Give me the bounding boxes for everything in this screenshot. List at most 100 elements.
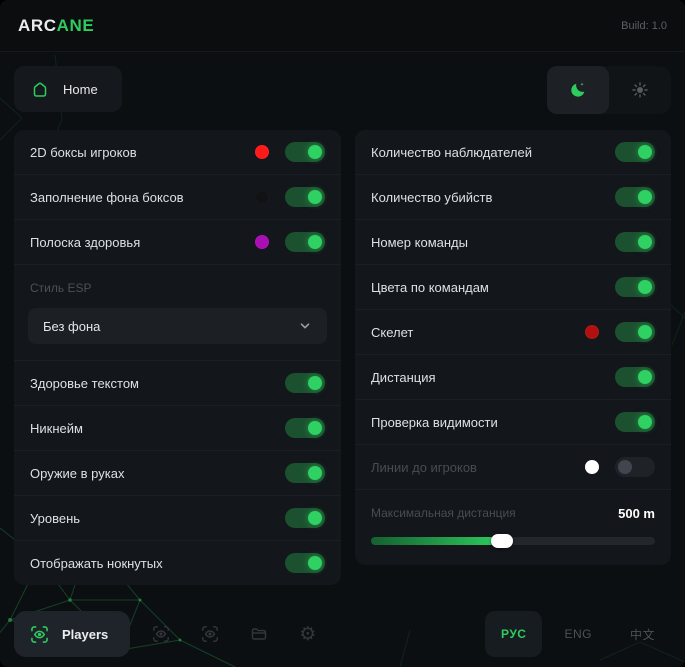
esp-settings-panel-right: Количество наблюдателей Количество убийст…	[355, 130, 671, 565]
light-mode-button[interactable]	[609, 66, 671, 114]
toggle-knob	[638, 190, 652, 204]
setting-row: Отображать нокнутых	[14, 540, 341, 585]
row-controls	[285, 553, 325, 573]
toggle[interactable]	[285, 232, 325, 252]
app-logo-prefix: ARC	[18, 15, 57, 35]
folder-icon	[249, 624, 269, 644]
setting-row: Здоровье текстом	[14, 360, 341, 405]
build-version: Build: 1.0	[621, 19, 667, 32]
setting-row: Полоска здоровья	[14, 219, 341, 264]
lang-button-eng[interactable]: ENG	[548, 611, 608, 657]
theme-switch	[547, 66, 671, 114]
toggle[interactable]	[615, 277, 655, 297]
setting-label: Здоровье текстом	[30, 375, 139, 391]
sun-icon	[631, 81, 649, 99]
setting-label: Стиль ESP	[30, 281, 92, 295]
players-label: Players	[62, 626, 109, 642]
gear-button[interactable]: ⚙	[283, 611, 332, 657]
setting-row: Количество наблюдателей	[355, 130, 671, 174]
aim-eye-button[interactable]	[136, 611, 185, 657]
row-controls	[285, 508, 325, 528]
aim-eye-button[interactable]	[185, 611, 234, 657]
nav-row: Home	[14, 66, 671, 114]
setting-label: Скелет	[371, 324, 414, 340]
toggle[interactable]	[285, 418, 325, 438]
toggle[interactable]	[615, 232, 655, 252]
toggle-knob	[638, 145, 652, 159]
toggle-knob	[638, 325, 652, 339]
players-tab[interactable]: Players	[14, 611, 131, 657]
setting-label: Линии до игроков	[371, 459, 477, 475]
setting-row: Скелет	[355, 309, 671, 354]
color-swatch[interactable]	[585, 325, 599, 339]
toggle-knob	[638, 235, 652, 249]
row-controls	[585, 457, 655, 477]
toggle[interactable]	[285, 508, 325, 528]
color-swatch[interactable]	[255, 190, 269, 204]
home-button[interactable]: Home	[14, 66, 122, 112]
color-swatch[interactable]	[255, 145, 269, 159]
setting-label: Никнейм	[30, 420, 83, 436]
bottom-bar: Players ⚙ РУС ENG 中文	[0, 601, 685, 667]
toggle-knob	[308, 190, 322, 204]
toggle-knob	[308, 145, 322, 159]
setting-label: Заполнение фона боксов	[30, 189, 184, 205]
row-controls	[615, 277, 655, 297]
folder-button[interactable]	[234, 611, 283, 657]
toggle[interactable]	[285, 142, 325, 162]
max-distance-slider[interactable]	[371, 534, 655, 548]
row-controls	[255, 142, 325, 162]
slider-fill	[371, 537, 502, 545]
row-controls	[615, 367, 655, 387]
esp-style-select[interactable]: Без фона	[28, 308, 327, 344]
toggle-knob	[308, 421, 322, 435]
slider-thumb[interactable]	[490, 534, 513, 548]
toggle[interactable]	[615, 322, 655, 342]
home-icon	[30, 79, 50, 99]
lang-button-zh[interactable]: 中文	[614, 611, 671, 657]
toggle[interactable]	[615, 187, 655, 207]
toggle[interactable]	[285, 463, 325, 483]
home-label: Home	[63, 81, 98, 97]
footer-toolbar: ⚙	[136, 611, 332, 657]
esp-style-group: Стиль ESP Без фона	[14, 264, 341, 360]
row-controls	[615, 412, 655, 432]
aim-eye-icon	[151, 624, 171, 644]
toggle[interactable]	[285, 553, 325, 573]
row-controls	[255, 232, 325, 252]
aim-eye-icon	[200, 624, 220, 644]
app-logo-suffix: ANE	[56, 15, 95, 35]
toggle[interactable]	[285, 373, 325, 393]
app-logo: ARCANE	[18, 16, 94, 36]
row-controls	[615, 187, 655, 207]
setting-label: Оружие в руках	[30, 465, 125, 481]
setting-row: Уровень	[14, 495, 341, 540]
setting-label: Количество наблюдателей	[371, 144, 532, 160]
row-controls	[615, 142, 655, 162]
setting-row: Проверка видимости	[355, 399, 671, 444]
row-controls	[615, 232, 655, 252]
color-swatch[interactable]	[585, 460, 599, 474]
dark-mode-button[interactable]	[547, 66, 609, 114]
toggle[interactable]	[615, 367, 655, 387]
max-distance-group: Максимальная дистанция 500 m	[355, 489, 671, 565]
lang-button-rus[interactable]: РУС	[484, 611, 543, 657]
toggle-knob	[638, 280, 652, 294]
slider-value: 500 m	[618, 505, 655, 521]
toggle[interactable]	[285, 187, 325, 207]
toggle-knob	[308, 376, 322, 390]
toggle-knob	[638, 370, 652, 384]
titlebar: ARCANE Build: 1.0	[0, 0, 685, 52]
setting-label: Проверка видимости	[371, 414, 498, 430]
toggle[interactable]	[615, 457, 655, 477]
setting-row: Номер команды	[355, 219, 671, 264]
toggle[interactable]	[615, 142, 655, 162]
setting-label: Уровень	[30, 510, 81, 526]
row-controls	[285, 373, 325, 393]
gear-icon: ⚙	[299, 623, 317, 645]
toggle[interactable]	[615, 412, 655, 432]
setting-label: Номер команды	[371, 234, 468, 250]
setting-label: Дистанция	[371, 369, 436, 385]
color-swatch[interactable]	[255, 235, 269, 249]
